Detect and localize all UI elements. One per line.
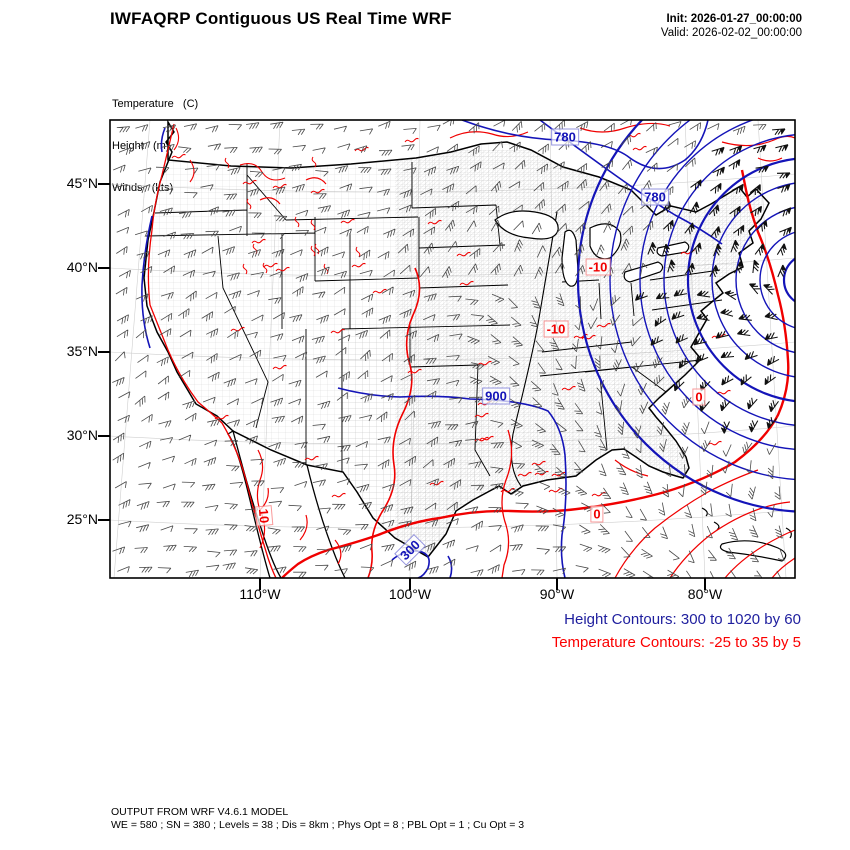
axis-ticks [98, 183, 706, 590]
wind-barbs [112, 120, 792, 578]
run-info: Init: 2026-01-27_00:00:00 Valid: 2026-02… [661, 12, 802, 40]
valid-time-label: Valid: 2026-02-02_00:00:00 [660, 27, 802, 39]
lat-tick-label: 25°N [66, 511, 98, 527]
footer-params-line: WE = 580 ; SN = 380 ; Levels = 38 ; Dis … [111, 819, 525, 831]
temperature-contours-note: Temperature Contours: -25 to 35 by 5 [551, 634, 801, 651]
height-contours-note: Height Contours: 300 to 1020 by 60 [564, 611, 801, 628]
height-contours [141, 120, 795, 578]
lon-tick-label: 110°W [239, 586, 281, 602]
page-title: IWFAQRP Contiguous US Real Time WRF [110, 9, 452, 28]
lat-tick-label: 40°N [66, 259, 98, 275]
footer-model-line: OUTPUT FROM WRF V4.6.1 MODEL [111, 806, 289, 818]
weather-map [98, 119, 796, 590]
map-frame-border [109, 119, 796, 579]
lat-tick-label: 30°N [66, 427, 98, 443]
lat-tick-label: 45°N [66, 175, 98, 191]
lon-tick-label: 100°W [388, 586, 432, 602]
lon-tick-label: 90°W [539, 586, 575, 602]
lon-tick-label: 80°W [687, 586, 723, 602]
county-texture [144, 122, 769, 557]
lat-tick-label: 35°N [66, 343, 98, 359]
init-time-label: Init: 2026-01-27_00:00:00 [666, 13, 802, 25]
legend-temperature-label: Temperature (C) [112, 98, 199, 110]
temperature-contours [147, 122, 795, 578]
low-center-arcs [576, 120, 795, 513]
